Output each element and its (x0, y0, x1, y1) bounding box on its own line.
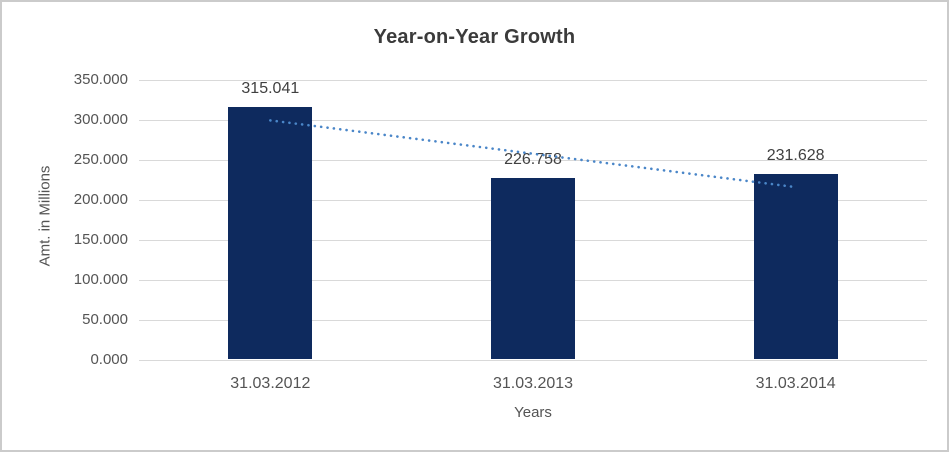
y-axis-tick-label: 300.000 (73, 111, 128, 128)
x-axis-tick-label: 31.03.2014 (755, 375, 836, 392)
chart-title: Year-on-Year Growth (373, 26, 576, 48)
gridline (139, 359, 927, 361)
y-axis-tick-label: 150.000 (73, 231, 128, 248)
bar-value-label: 226.758 (504, 150, 562, 168)
bar (753, 173, 838, 359)
x-axis-tick-label: 31.03.2013 (492, 375, 574, 392)
bar-value-label: 231.628 (766, 146, 825, 164)
bar-value-label: 315.041 (241, 79, 300, 97)
bar (228, 106, 313, 359)
x-axis-title: Years (514, 404, 552, 421)
bar (491, 177, 575, 359)
y-axis-tick-label: 250.000 (73, 151, 128, 168)
x-axis-tick-label: 31.03.2012 (230, 375, 311, 392)
y-axis-tick-label: 100.000 (73, 271, 128, 288)
gridline (139, 79, 927, 81)
y-axis-tick-label: 350.000 (73, 71, 128, 88)
plot-area: 315.041 226.758 231.628 (139, 79, 927, 361)
y-axis-tick-label: 0.000 (90, 351, 128, 368)
y-axis-tick-label: 200.000 (73, 191, 128, 208)
y-axis-title: Amt. in Millions (36, 165, 54, 267)
y-axis-tick-label: 50.000 (82, 311, 128, 328)
